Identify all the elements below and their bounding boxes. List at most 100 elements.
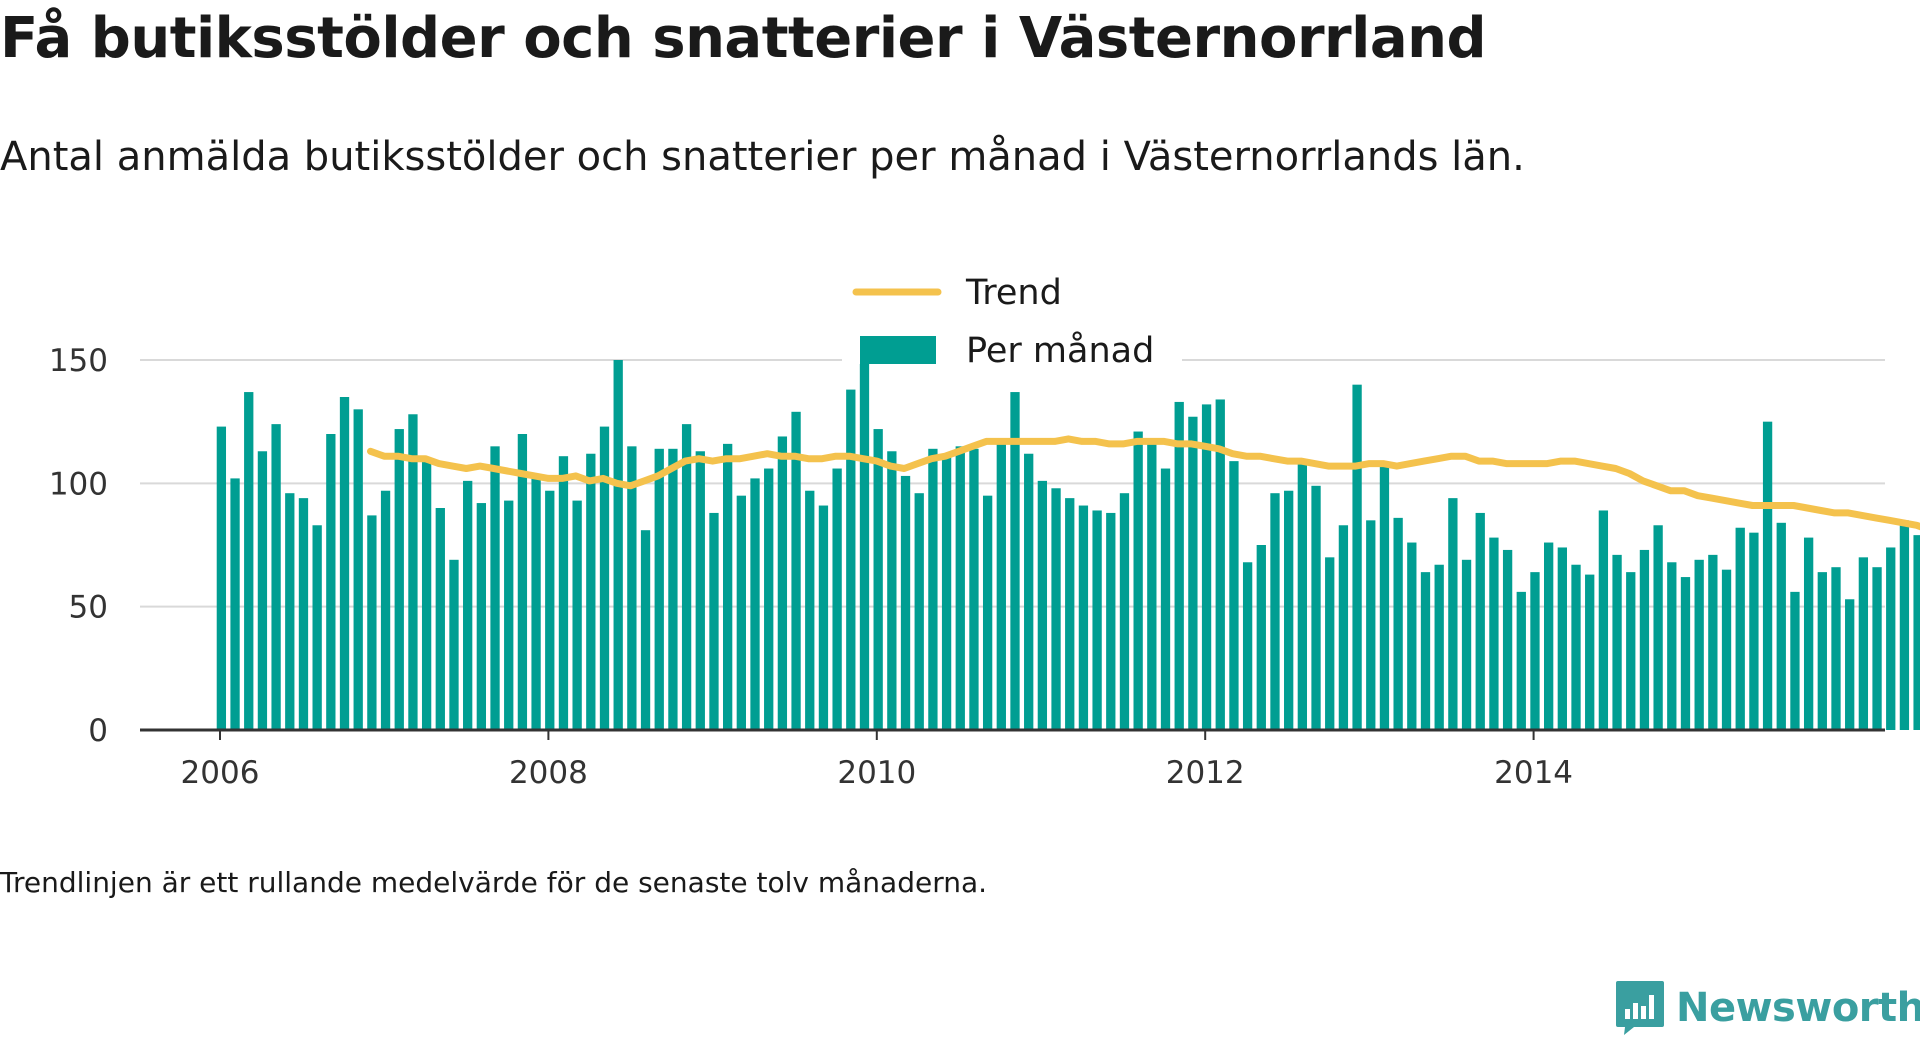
bar — [271, 424, 281, 730]
chart-title: Få butiksstölder och snatterier i Väster… — [0, 6, 1487, 71]
bar — [216, 426, 227, 730]
bar — [1366, 520, 1376, 730]
bar — [982, 495, 993, 730]
brand-name: Newsworthy — [1676, 985, 1920, 1031]
x-tick-label: 2008 — [509, 755, 588, 791]
legend: Trend Per månad — [842, 264, 1182, 371]
bar — [599, 426, 610, 730]
bar — [750, 478, 760, 730]
bar — [1776, 522, 1786, 730]
bar — [1858, 557, 1869, 730]
x-tick-label: 2014 — [1494, 755, 1573, 791]
bar — [394, 429, 404, 730]
chart: 0501001502006200820102012201420172019202… — [48, 264, 1920, 791]
bar — [1708, 554, 1718, 730]
bar — [1133, 431, 1143, 730]
bar — [1845, 599, 1855, 730]
bar — [1379, 463, 1390, 730]
bar — [846, 389, 856, 730]
bar — [421, 461, 432, 730]
bar — [873, 429, 883, 730]
bar — [640, 530, 651, 730]
bar — [1735, 527, 1745, 730]
bar — [1434, 564, 1444, 730]
bar — [1653, 525, 1663, 730]
bar — [1667, 562, 1677, 730]
bar — [1242, 562, 1253, 730]
bar — [1051, 488, 1061, 730]
bar — [832, 468, 842, 730]
bar — [463, 480, 473, 730]
bar — [969, 448, 979, 730]
bar — [1256, 545, 1266, 730]
x-tick-label: 2006 — [181, 755, 260, 791]
bar — [572, 500, 582, 730]
bar — [1803, 537, 1814, 730]
bar — [558, 456, 569, 730]
bar — [353, 409, 363, 730]
bar — [408, 414, 418, 730]
bar — [1749, 532, 1759, 730]
bar — [1065, 498, 1075, 730]
bar — [928, 448, 938, 730]
bar — [900, 475, 911, 730]
bar — [695, 451, 705, 730]
chart-subtitle: Antal anmälda butiksstölder och snatteri… — [0, 134, 1525, 180]
bar — [1297, 463, 1308, 730]
bar — [1092, 510, 1102, 730]
y-tick-label: 150 — [49, 343, 108, 379]
bar — [1201, 404, 1212, 730]
bar — [339, 397, 350, 730]
legend-bar-swatch — [860, 336, 936, 364]
bar — [805, 490, 815, 730]
bar — [654, 448, 664, 730]
y-tick-label: 100 — [49, 466, 108, 502]
bar — [1516, 591, 1526, 730]
bar — [1694, 559, 1704, 730]
bar — [435, 508, 445, 730]
bar — [1913, 535, 1920, 730]
bar — [1585, 574, 1595, 730]
bar — [955, 446, 965, 730]
bar — [1571, 564, 1581, 730]
brand[interactable]: Newsworthy — [1614, 978, 1920, 1038]
trend-series — [367, 435, 1920, 531]
bar — [941, 456, 952, 730]
bar — [1721, 569, 1732, 730]
bar — [312, 525, 322, 730]
x-tick-label: 2012 — [1166, 755, 1245, 791]
bar — [490, 446, 500, 730]
bar — [244, 392, 254, 730]
bar — [777, 436, 788, 730]
legend-trend-label: Trend — [965, 273, 1062, 313]
bar — [736, 495, 746, 730]
axes: 0501001502006200820102012201420172019202… — [49, 343, 1885, 791]
bar — [1543, 542, 1554, 730]
bar — [1270, 493, 1280, 730]
bar — [326, 434, 336, 730]
bar — [449, 559, 459, 730]
bar — [1215, 399, 1225, 730]
bar — [1448, 498, 1458, 730]
bar — [1817, 572, 1827, 730]
bar — [1420, 572, 1431, 730]
bar — [1352, 384, 1362, 730]
bar — [1106, 512, 1116, 730]
bar — [668, 448, 678, 730]
bar — [298, 498, 309, 730]
bar — [1024, 453, 1034, 730]
y-tick-label: 50 — [69, 590, 108, 626]
bar — [1338, 525, 1349, 730]
newsworthy-logo-icon — [1616, 981, 1664, 1035]
bar — [791, 411, 801, 730]
bar — [1229, 461, 1239, 730]
bar — [1174, 401, 1184, 730]
bar — [1147, 438, 1157, 730]
bar — [1626, 572, 1636, 730]
bar — [764, 468, 774, 730]
bar — [1160, 468, 1171, 730]
bar — [586, 453, 596, 730]
bar — [367, 515, 377, 730]
trend-line — [367, 435, 1920, 531]
x-tick-label: 2010 — [837, 755, 916, 791]
